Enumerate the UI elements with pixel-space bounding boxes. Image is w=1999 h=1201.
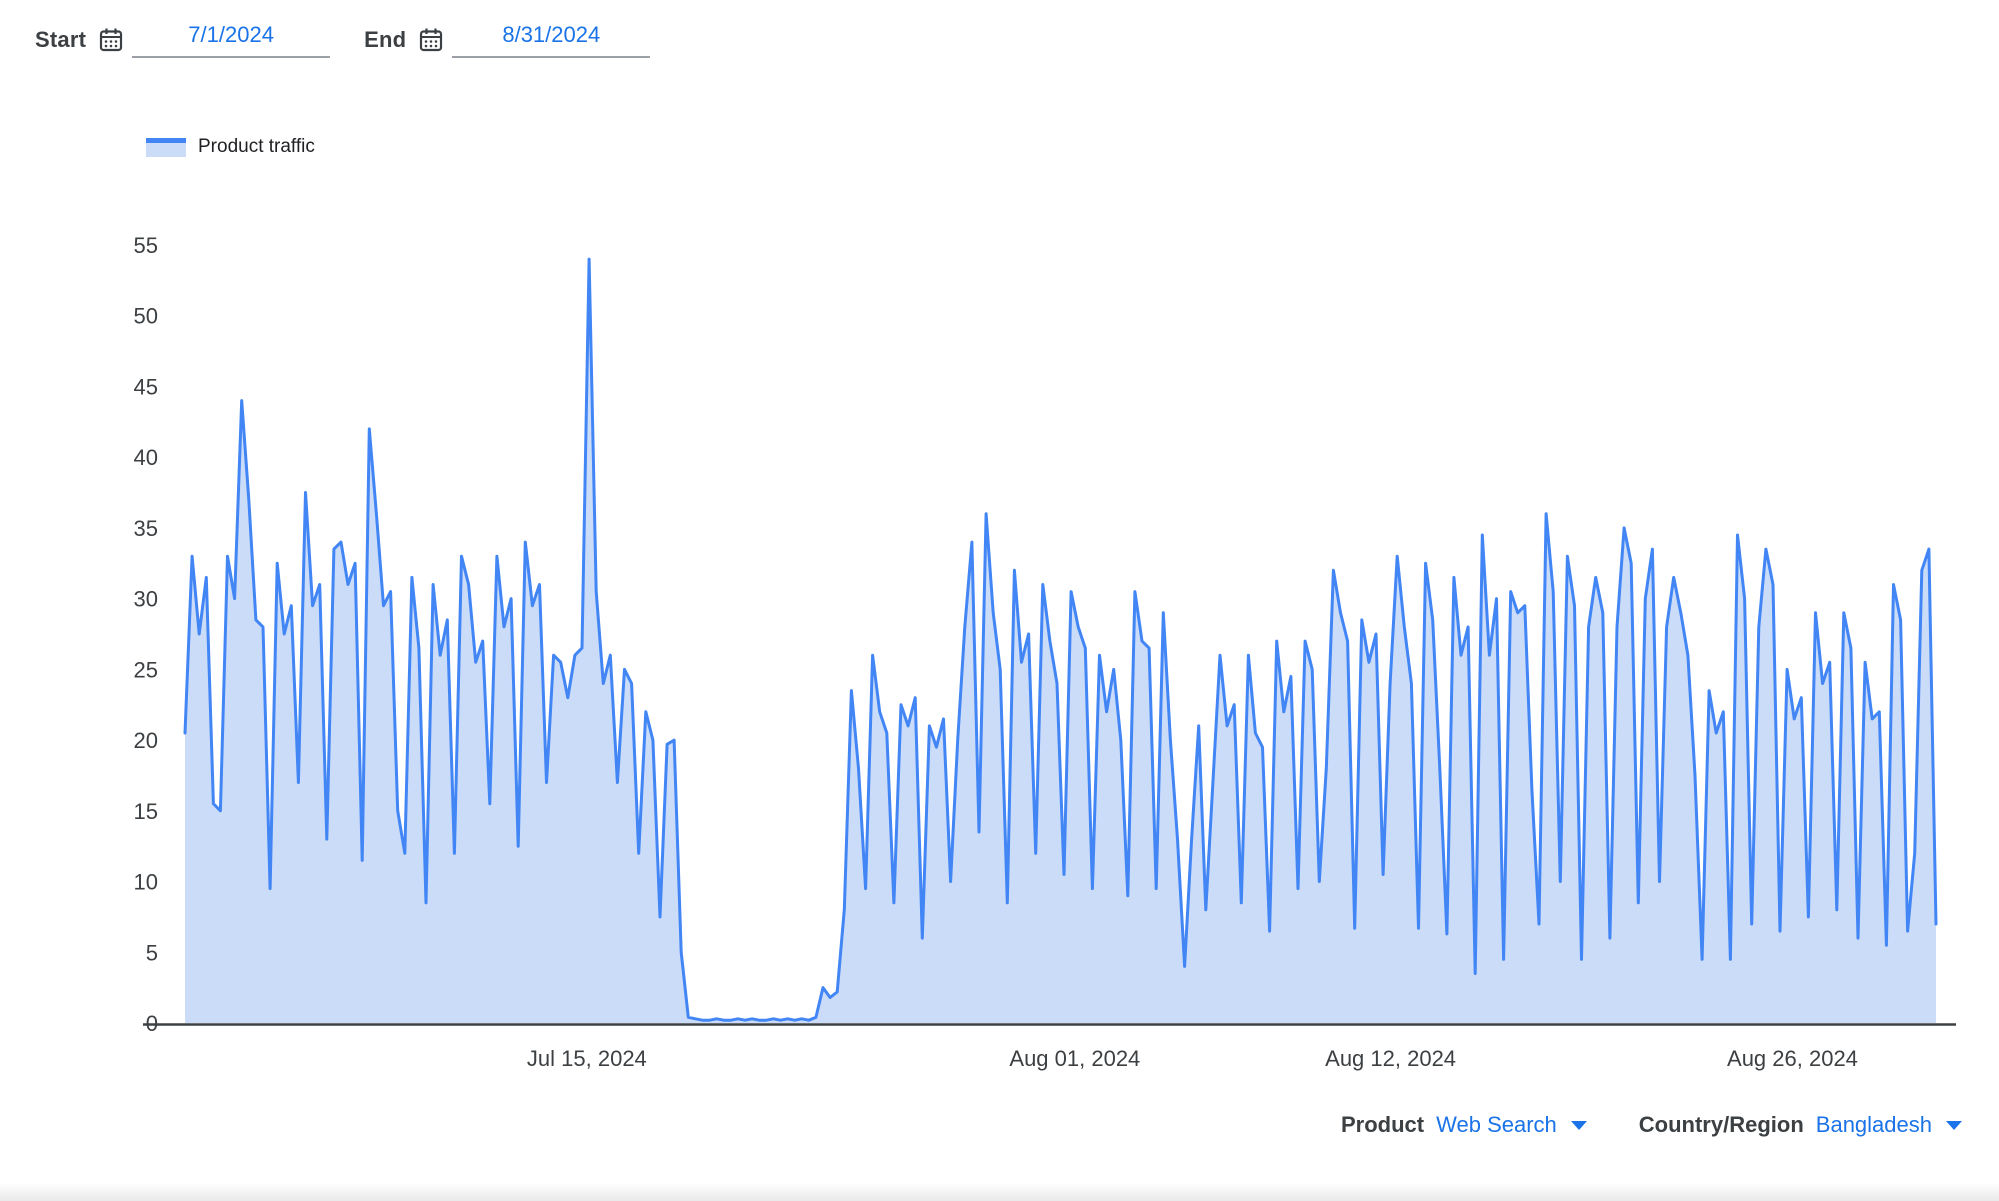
- legend-label: Product traffic: [198, 136, 315, 157]
- y-axis-label: 10: [134, 870, 158, 895]
- x-axis-label: Aug 12, 2024: [1325, 1046, 1456, 1071]
- y-axis-label: 5: [146, 940, 158, 965]
- area-series: [185, 259, 1936, 1024]
- end-label: End: [364, 27, 407, 52]
- line-series: [183, 257, 1938, 1022]
- calendar-icon[interactable]: [98, 27, 124, 53]
- y-axis-label: 15: [134, 799, 158, 824]
- chevron-down-icon[interactable]: [1946, 1120, 1962, 1130]
- product-label: Product: [1341, 1112, 1425, 1137]
- country-region-label: Country/Region: [1638, 1112, 1804, 1137]
- y-axis-label: 55: [134, 233, 158, 258]
- chart-legend: Product traffic: [146, 136, 315, 158]
- legend-swatch-area-icon: [146, 137, 186, 157]
- date-range-bar: Start 7/1/2024 End 8/31/2024: [35, 18, 651, 62]
- y-axis-label: 45: [134, 374, 158, 399]
- filter-bar: Product Web Search Country/Region Bangla…: [1341, 1112, 1962, 1138]
- country-region-select[interactable]: Bangladesh: [1815, 1112, 1932, 1137]
- x-axis-label: Jul 15, 2024: [527, 1046, 647, 1071]
- x-axis-label: Aug 01, 2024: [1009, 1046, 1140, 1071]
- calendar-icon[interactable]: [418, 27, 444, 53]
- y-axis-label: 50: [134, 304, 158, 329]
- y-axis-label: 0: [146, 1011, 158, 1036]
- y-axis-label: 30: [134, 587, 158, 612]
- product-select[interactable]: Web Search: [1436, 1112, 1557, 1137]
- y-axis-label: 40: [134, 445, 158, 470]
- y-axis-label: 35: [134, 516, 158, 541]
- start-date-input[interactable]: 7/1/2024: [132, 22, 331, 58]
- chevron-down-icon[interactable]: [1570, 1120, 1587, 1130]
- y-axis-label: 25: [134, 657, 158, 682]
- start-label: Start: [35, 27, 87, 52]
- x-axis-label: Aug 26, 2024: [1727, 1046, 1858, 1071]
- y-axis-label: 20: [134, 728, 158, 753]
- bottom-edge-strip: [0, 1183, 1999, 1201]
- end-date-input[interactable]: 8/31/2024: [452, 22, 651, 58]
